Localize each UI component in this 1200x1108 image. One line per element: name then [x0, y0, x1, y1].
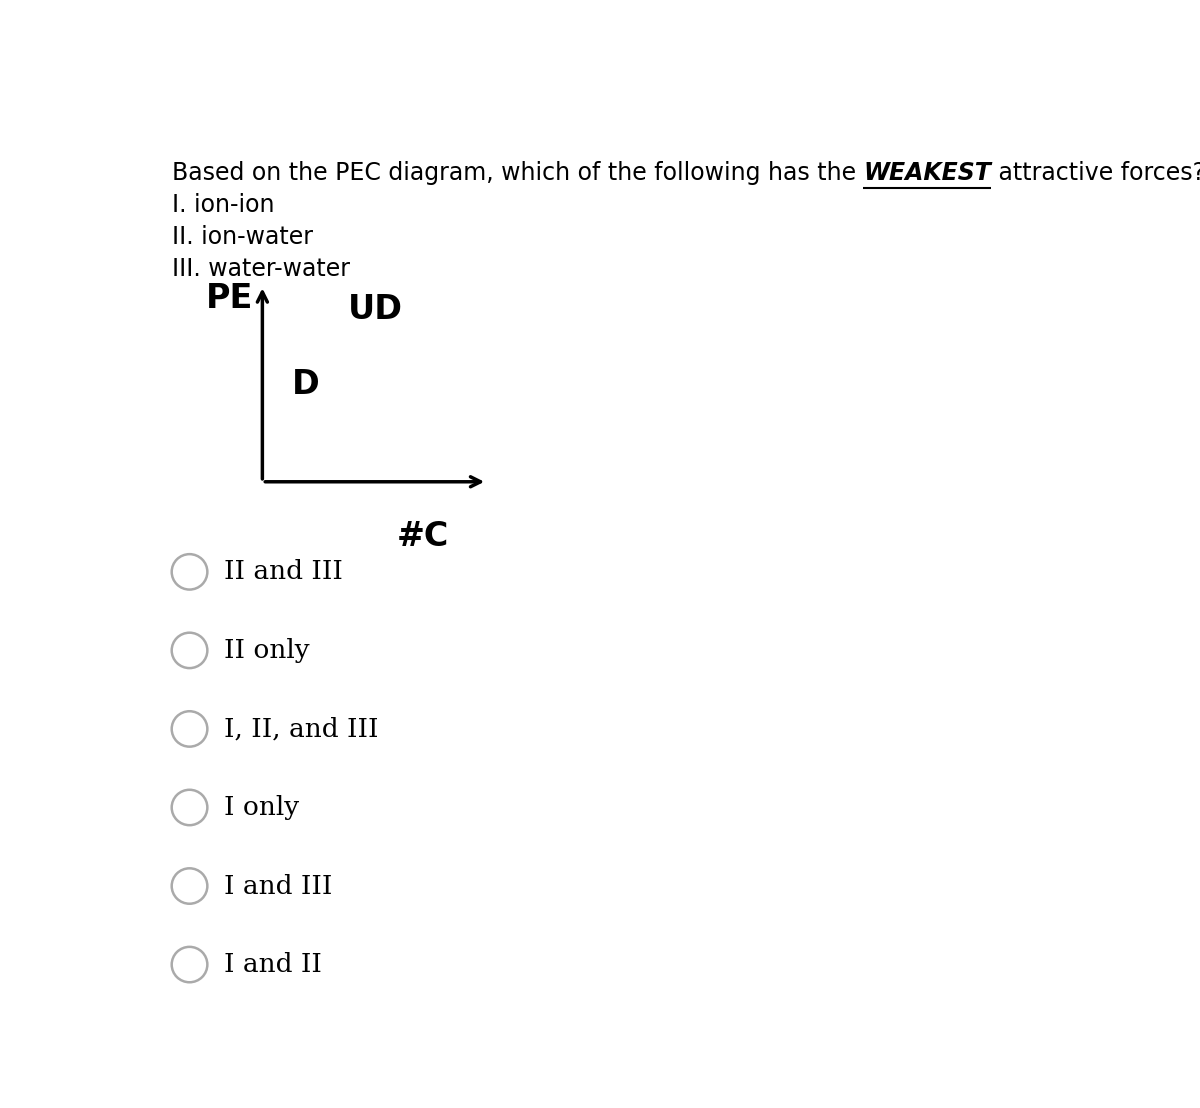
Text: Based on the PEC diagram, which of the following has the: Based on the PEC diagram, which of the f… [172, 161, 863, 185]
Text: I only: I only [224, 794, 300, 820]
Text: III. water-water: III. water-water [172, 257, 349, 280]
Text: I and II: I and II [224, 952, 323, 977]
Text: attractive forces?: attractive forces? [991, 161, 1200, 185]
Text: I, II, and III: I, II, and III [224, 717, 379, 741]
Text: #C: #C [397, 521, 450, 553]
Text: II only: II only [224, 638, 310, 663]
Text: UD: UD [348, 294, 403, 326]
Text: D: D [292, 368, 319, 401]
Text: WEAKEST: WEAKEST [863, 161, 991, 185]
Text: I and III: I and III [224, 873, 332, 899]
Text: II and III: II and III [224, 560, 343, 584]
Text: II. ion-water: II. ion-water [172, 225, 313, 248]
Text: PE: PE [205, 281, 253, 315]
Text: I. ion-ion: I. ion-ion [172, 193, 274, 217]
